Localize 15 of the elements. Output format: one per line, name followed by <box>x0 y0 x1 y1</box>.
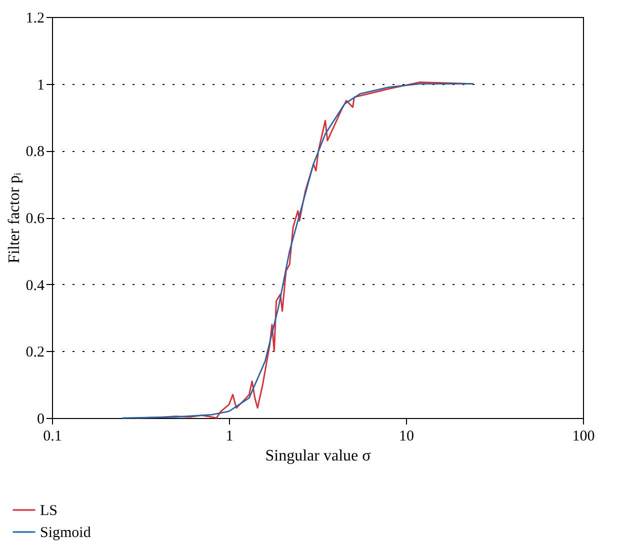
y-tick-label: 1.2 <box>26 10 44 26</box>
x-tick-label: 0.1 <box>43 428 62 444</box>
y-tick-label: 0.6 <box>26 211 45 227</box>
y-tick-label: 0.8 <box>26 144 44 160</box>
x-tick-label: 1 <box>226 428 234 444</box>
y-tick-label: 1 <box>37 77 44 94</box>
y-tick-label: 0 <box>37 412 44 428</box>
legend-label: LS <box>40 503 58 519</box>
y-tick-label: 0.4 <box>26 278 45 294</box>
legend-label: Sigmoid <box>40 525 92 541</box>
y-tick-label: 0.2 <box>26 344 44 361</box>
x-axis-title: Singular value σ <box>265 448 372 464</box>
x-tick-label: 10 <box>399 428 414 444</box>
x-tick-label: 100 <box>572 428 595 444</box>
y-axis-title: Filter factor pᵢ <box>6 172 23 264</box>
